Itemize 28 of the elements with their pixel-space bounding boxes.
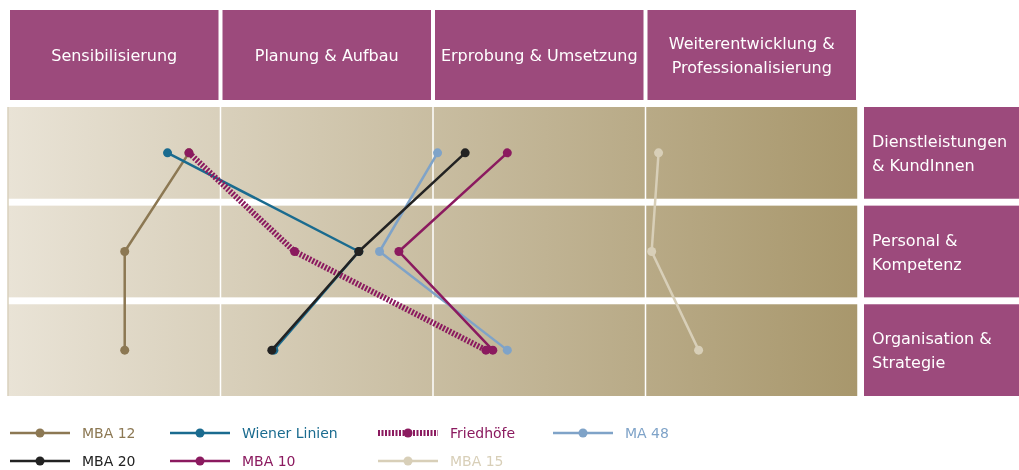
legend-label: MBA 20 [82, 453, 136, 469]
point [654, 148, 664, 158]
legend-label: MA 48 [625, 425, 669, 441]
legend-label: MBA 15 [450, 453, 504, 469]
point [433, 148, 443, 158]
band-label: Planung & Aufbau [254, 46, 399, 65]
point [502, 345, 512, 355]
legend-label: MBA 12 [82, 425, 136, 441]
y-tick-label: Personal & Kompetenz [872, 230, 962, 274]
legend-label: Wiener Linien [242, 425, 338, 441]
point [120, 247, 130, 256]
legend-label: MBA 10 [242, 453, 296, 469]
band-label: Sensibilisierung [51, 46, 178, 65]
y-tick-label: Organisation & Strategie [872, 329, 992, 373]
point [488, 345, 498, 355]
legend-label: Friedhöfe [450, 425, 516, 441]
point [290, 247, 300, 256]
point [375, 247, 385, 256]
point [394, 247, 404, 256]
point [460, 148, 470, 158]
point [694, 345, 704, 355]
band-label: Weiterentwicklung & Professionalisierung [668, 34, 835, 77]
point [647, 247, 657, 256]
point [163, 148, 173, 158]
point [120, 345, 130, 355]
point [502, 148, 512, 158]
band-label: Erprobung & Umsetzung [440, 46, 638, 65]
y-tick-label: Dienstleistungen & KundInnen [872, 131, 1008, 175]
